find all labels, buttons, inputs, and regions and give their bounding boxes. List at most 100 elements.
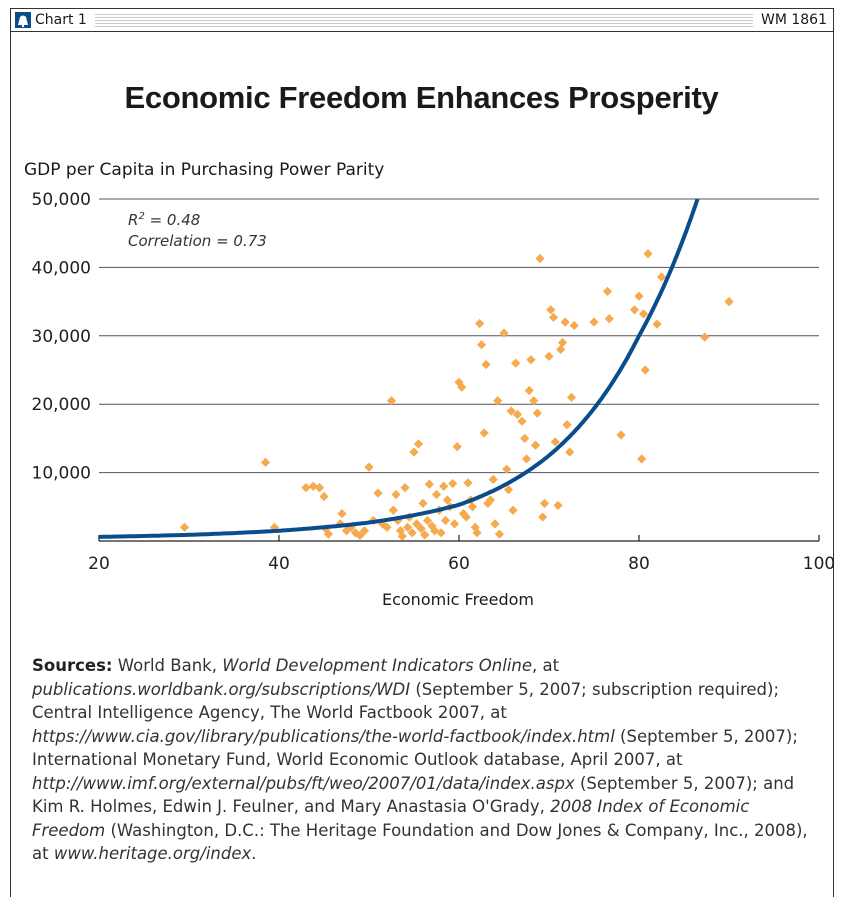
data-point xyxy=(373,488,383,498)
data-point xyxy=(530,440,541,450)
data-point xyxy=(424,479,434,489)
data-point xyxy=(461,512,471,522)
sources-italic: 2008 Index of Economic Freedom xyxy=(32,797,750,840)
data-point xyxy=(557,338,568,348)
data-point xyxy=(629,305,640,315)
data-point xyxy=(562,420,572,430)
data-point xyxy=(452,442,462,452)
sources-text: . xyxy=(251,844,257,863)
sources-text: (September 5, 2007; subscription require… xyxy=(32,679,780,723)
data-point xyxy=(355,530,365,541)
data-point xyxy=(481,359,491,370)
webmemo-code: WM 1861 xyxy=(752,9,833,31)
x-axis-label: Economic Freedom xyxy=(381,590,535,609)
data-point xyxy=(479,428,489,438)
data-point xyxy=(382,522,392,532)
data-point xyxy=(436,528,446,538)
data-point xyxy=(506,406,516,416)
sources-text: (September 5, 2007); and Kim R. Holmes, … xyxy=(32,773,795,817)
data-point xyxy=(319,491,329,502)
data-point xyxy=(364,462,374,472)
data-point xyxy=(544,351,554,361)
y-tick-label: 20,000 xyxy=(32,395,91,415)
data-point xyxy=(386,396,397,406)
data-point xyxy=(652,319,662,329)
data-point xyxy=(538,512,548,522)
data-point xyxy=(301,483,311,493)
data-point xyxy=(535,253,545,264)
data-point xyxy=(397,531,407,541)
data-point xyxy=(526,355,536,365)
chart-tab: Chart 1 xyxy=(11,9,95,31)
data-point xyxy=(550,437,560,447)
data-point xyxy=(560,317,570,327)
data-point xyxy=(476,340,487,350)
data-point xyxy=(388,505,398,515)
data-point xyxy=(488,474,498,485)
data-point xyxy=(553,500,563,511)
chart-title: Economic Freedom Enhances Prosperity xyxy=(124,80,719,115)
data-point xyxy=(440,515,451,526)
data-point xyxy=(546,305,556,315)
data-point xyxy=(521,454,532,464)
data-point xyxy=(403,522,413,532)
data-point xyxy=(449,519,460,529)
grid-lines xyxy=(99,198,819,474)
data-point xyxy=(539,498,550,508)
data-point xyxy=(556,344,566,355)
sources-label: Sources: xyxy=(32,656,113,675)
data-point xyxy=(457,382,467,392)
y-tick-label: 10,000 xyxy=(32,464,91,484)
data-point xyxy=(638,309,649,319)
data-point xyxy=(511,358,521,368)
sources-text: , at xyxy=(532,656,560,675)
data-point xyxy=(724,297,734,307)
data-point xyxy=(323,529,334,539)
sources-text: (September 5, 2007); International Monet… xyxy=(32,726,798,770)
y-axis-label: GDP per Capita in Purchasing Power Parit… xyxy=(24,160,385,180)
data-point xyxy=(656,272,667,282)
data-point xyxy=(565,447,575,457)
sources-link: www.heritage.org/index xyxy=(53,844,252,863)
data-point xyxy=(524,385,534,396)
data-point xyxy=(700,332,710,342)
data-point xyxy=(485,495,496,505)
data-point xyxy=(566,392,577,402)
data-point xyxy=(395,526,406,536)
data-point xyxy=(467,502,478,512)
data-point xyxy=(463,478,473,488)
data-point xyxy=(412,519,422,529)
sources-note: Sources: World Bank, World Development I… xyxy=(32,654,812,866)
sources-link: publications.worldbank.org/subscriptions… xyxy=(32,679,411,699)
data-point xyxy=(475,318,485,329)
data-point xyxy=(308,481,318,491)
y-tick-label: 30,000 xyxy=(32,327,91,347)
x-tick-label: 100 xyxy=(803,554,835,574)
chart-header-bar: Chart 1 WM 1861 xyxy=(11,9,833,31)
x-tick-label: 80 xyxy=(628,554,650,574)
data-point xyxy=(418,498,428,508)
data-point xyxy=(314,483,325,493)
header-rules xyxy=(11,12,833,28)
x-tick-label: 20 xyxy=(88,554,110,574)
header-divider xyxy=(11,31,833,32)
data-point xyxy=(407,528,417,538)
data-point xyxy=(643,249,653,259)
x-axis: 20 40 60 80 100 xyxy=(88,535,835,574)
x-tick-label: 60 xyxy=(448,554,470,574)
r-squared-annotation: R2 = 0.48 xyxy=(128,211,200,229)
data-point xyxy=(359,526,370,536)
data-point xyxy=(409,447,419,457)
sources-text: (Washington, D.C.: The Heritage Foundati… xyxy=(32,820,808,864)
data-point xyxy=(637,454,647,464)
data-point xyxy=(503,485,514,495)
data-point xyxy=(472,528,482,538)
data-point xyxy=(431,489,442,500)
data-points xyxy=(179,249,734,541)
correlation-annotation: Correlation = 0.73 xyxy=(128,232,267,250)
data-point xyxy=(350,528,361,538)
sources-text: World Bank, xyxy=(112,656,223,675)
data-point xyxy=(260,457,271,467)
data-point xyxy=(420,530,430,540)
y-tick-label: 40,000 xyxy=(32,258,91,278)
